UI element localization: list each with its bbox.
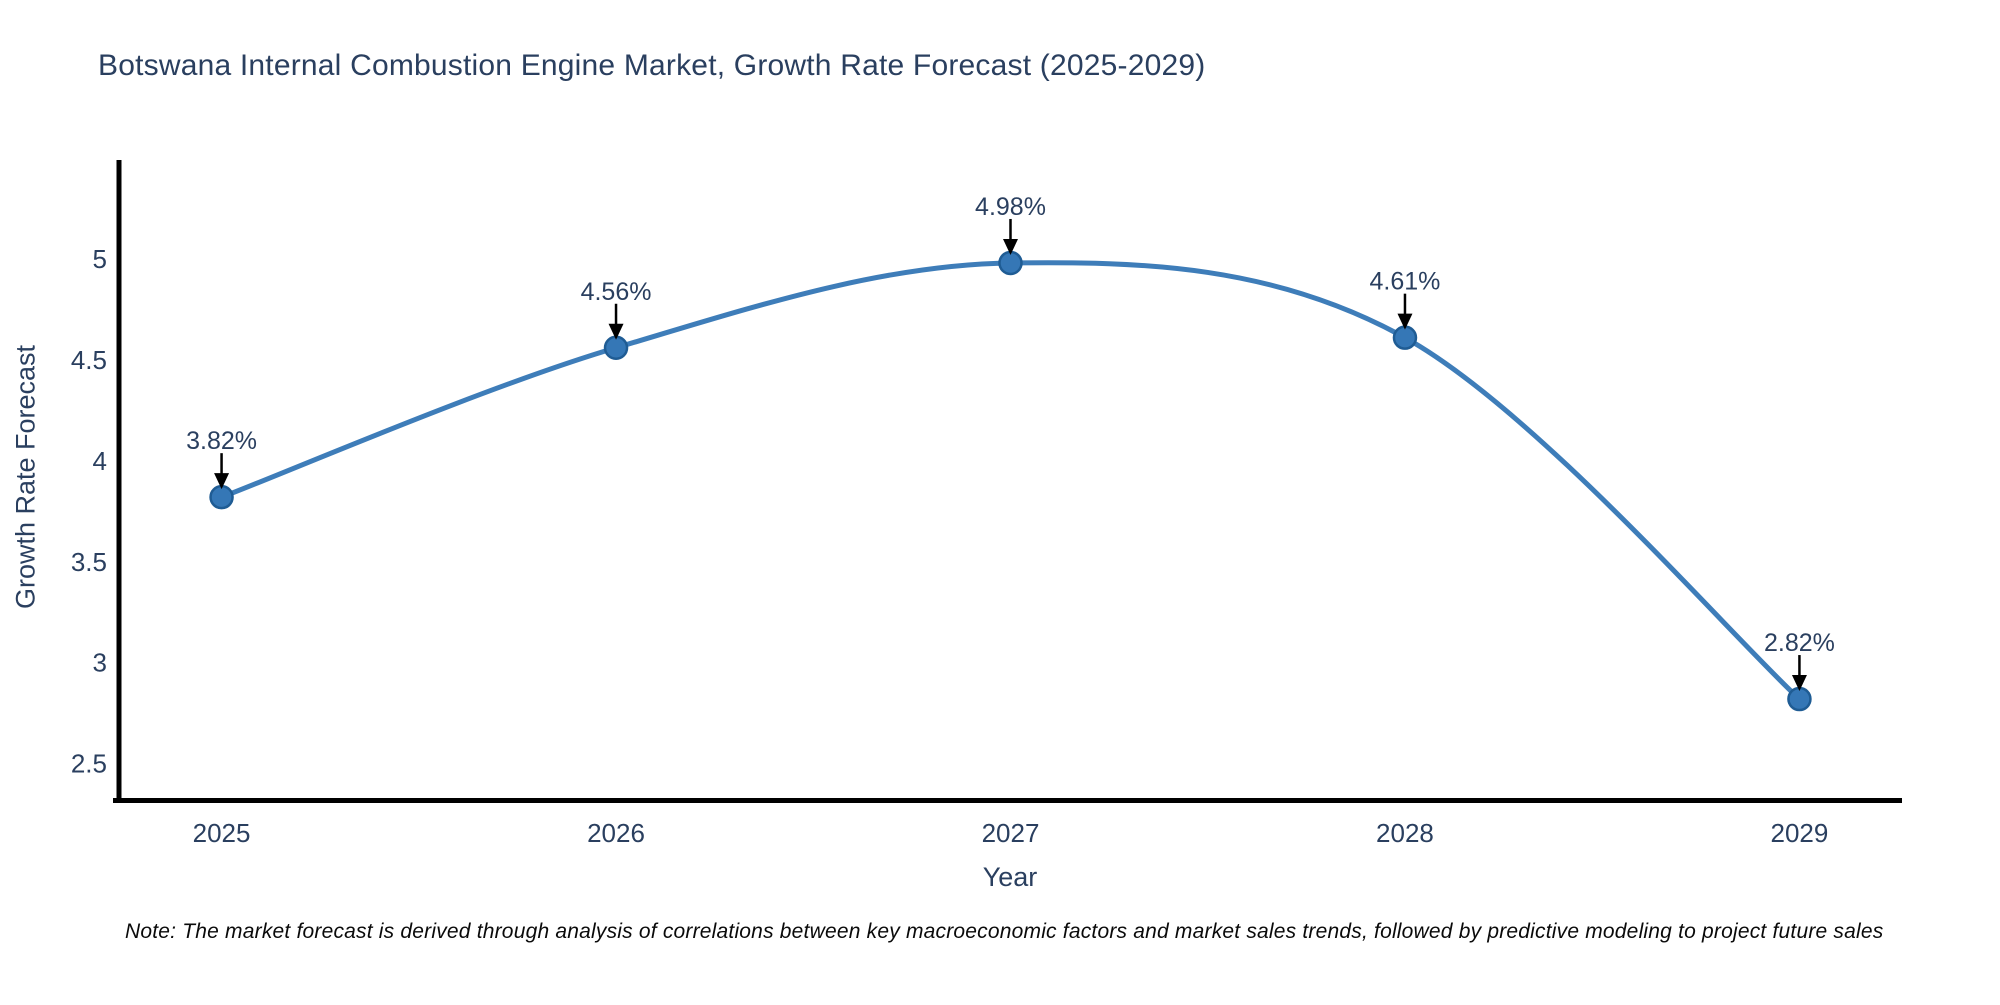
annotation-arrowhead-icon (1397, 313, 1413, 330)
x-tick-label: 2025 (193, 818, 251, 848)
y-tick-label: 4 (93, 446, 107, 476)
data-point[interactable] (603, 335, 629, 361)
y-tick-label: 2.5 (71, 749, 107, 779)
point-label: 4.61% (1370, 268, 1441, 296)
data-point[interactable] (1392, 325, 1418, 350)
x-tick-label: 2027 (982, 818, 1040, 848)
chart-title: Botswana Internal Combustion Engine Mark… (98, 49, 1206, 82)
x-axis-title: Year (982, 862, 1038, 892)
trend-line (219, 260, 1802, 702)
point-label: 3.82% (186, 427, 257, 455)
point-label: 4.56% (581, 278, 652, 306)
y-axis-title: Growth Rate Forecast (10, 344, 41, 610)
y-tick-label: 4.5 (71, 345, 107, 375)
point-label: 2.82% (1764, 629, 1835, 657)
x-tick-label: 2029 (1771, 818, 1829, 848)
data-point[interactable] (1787, 686, 1812, 712)
footnote: Note: The market forecast is derived thr… (125, 920, 1884, 943)
y-tick-label: 3.5 (71, 547, 107, 577)
point-label: 4.98% (975, 193, 1046, 221)
annotation-arrowhead-icon (214, 473, 230, 490)
x-tick-label: 2028 (1376, 818, 1434, 848)
annotation-arrowhead-icon (1003, 238, 1018, 255)
annotation-arrowhead-icon (608, 323, 624, 340)
x-tick-label: 2026 (587, 818, 645, 848)
y-tick-label: 5 (93, 244, 107, 274)
annotation-arrowhead-icon (1791, 675, 1807, 692)
data-point[interactable] (998, 250, 1023, 276)
y-tick-label: 3 (93, 648, 107, 678)
data-point[interactable] (209, 484, 234, 510)
